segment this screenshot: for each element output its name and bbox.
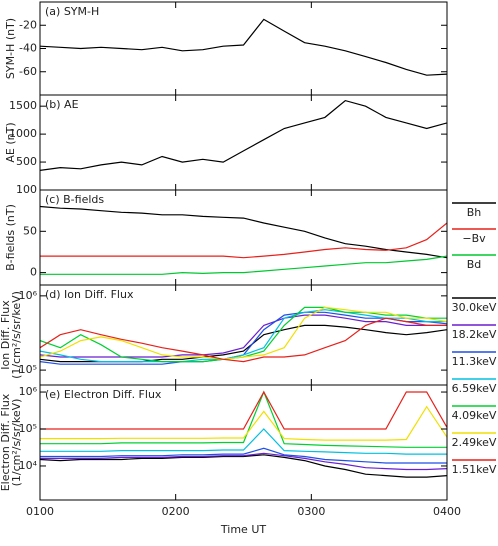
y-axis-label: Ion Diff. Flux: [0, 300, 12, 370]
legend-label: 1.51keV: [452, 463, 497, 476]
legend-label: Bd: [467, 258, 482, 271]
y-tick-label: 10⁶: [19, 289, 38, 302]
panel-title: (d) Ion Diff. Flux: [45, 288, 134, 301]
y-tick-label: 10⁴: [19, 459, 38, 472]
legend-label: −Bv: [462, 232, 486, 245]
y-tick-label: -60: [19, 65, 37, 78]
y-tick-label: 10⁵: [19, 363, 37, 376]
series-line: [40, 452, 447, 471]
panel-title: (a) SYM-H: [45, 5, 99, 18]
y-tick-label: 10⁵: [19, 422, 37, 435]
x-tick-label: 0100: [26, 505, 54, 518]
series-line: [40, 205, 447, 259]
y-tick-label: 50: [23, 224, 37, 237]
x-axis-label: Time UT: [220, 523, 266, 536]
panel-frame: [39, 384, 448, 501]
legend-label: Bh: [467, 206, 482, 219]
y-tick-label: 100: [16, 183, 37, 196]
legend-label: 11.3keV: [452, 355, 497, 368]
y-tick-label: 0: [30, 266, 37, 279]
panel-title: (c) B-fields: [45, 193, 104, 206]
y-tick-label: 1000: [9, 127, 37, 140]
y-axis-label: Electron Diff. Flux: [0, 393, 12, 491]
legend-label: 18.2keV: [452, 328, 497, 341]
legend-label: 6.59keV: [452, 382, 497, 395]
y-tick-label: 10⁶: [19, 385, 38, 398]
series-line: [40, 390, 447, 430]
panel-title: (e) Electron Diff. Flux: [45, 388, 162, 401]
x-tick-label: 0200: [162, 505, 190, 518]
legend-label: 2.49keV: [452, 436, 497, 449]
y-axis-label: (1/cm²/s/sr/keV): [10, 399, 23, 487]
y-axis-label: B-fields (nT): [4, 204, 17, 271]
x-tick-label: 0400: [433, 505, 461, 518]
series-line: [40, 405, 447, 441]
series-line: [40, 222, 447, 259]
y-tick-label: -20: [19, 18, 37, 31]
series-line: [40, 314, 447, 358]
series-line: [40, 317, 447, 363]
series-line: [40, 99, 447, 171]
panel-frame: [39, 94, 448, 191]
series-line: [40, 306, 447, 360]
y-axis-label: AE (nT): [4, 122, 17, 162]
panel-frame: [39, 1, 448, 96]
series-line: [40, 390, 447, 448]
legend-label: 30.0keV: [452, 301, 497, 314]
series-line: [40, 309, 447, 363]
series-line: [40, 454, 447, 478]
series-line: [40, 447, 447, 464]
panel-title: (b) AE: [45, 98, 79, 111]
y-tick-label: -40: [19, 42, 37, 55]
x-tick-label: 0300: [297, 505, 325, 518]
y-tick-label: 1500: [9, 99, 37, 112]
series-line: [40, 255, 447, 275]
legend-label: 4.09keV: [452, 409, 497, 422]
series-line: [40, 18, 447, 76]
y-axis-label: SYM-H (nT): [4, 18, 17, 79]
y-tick-label: 500: [16, 155, 37, 168]
series-line: [40, 428, 447, 455]
series-line: [40, 324, 447, 363]
y-axis-label: (1/cm²/s/sr/keV): [10, 291, 23, 379]
